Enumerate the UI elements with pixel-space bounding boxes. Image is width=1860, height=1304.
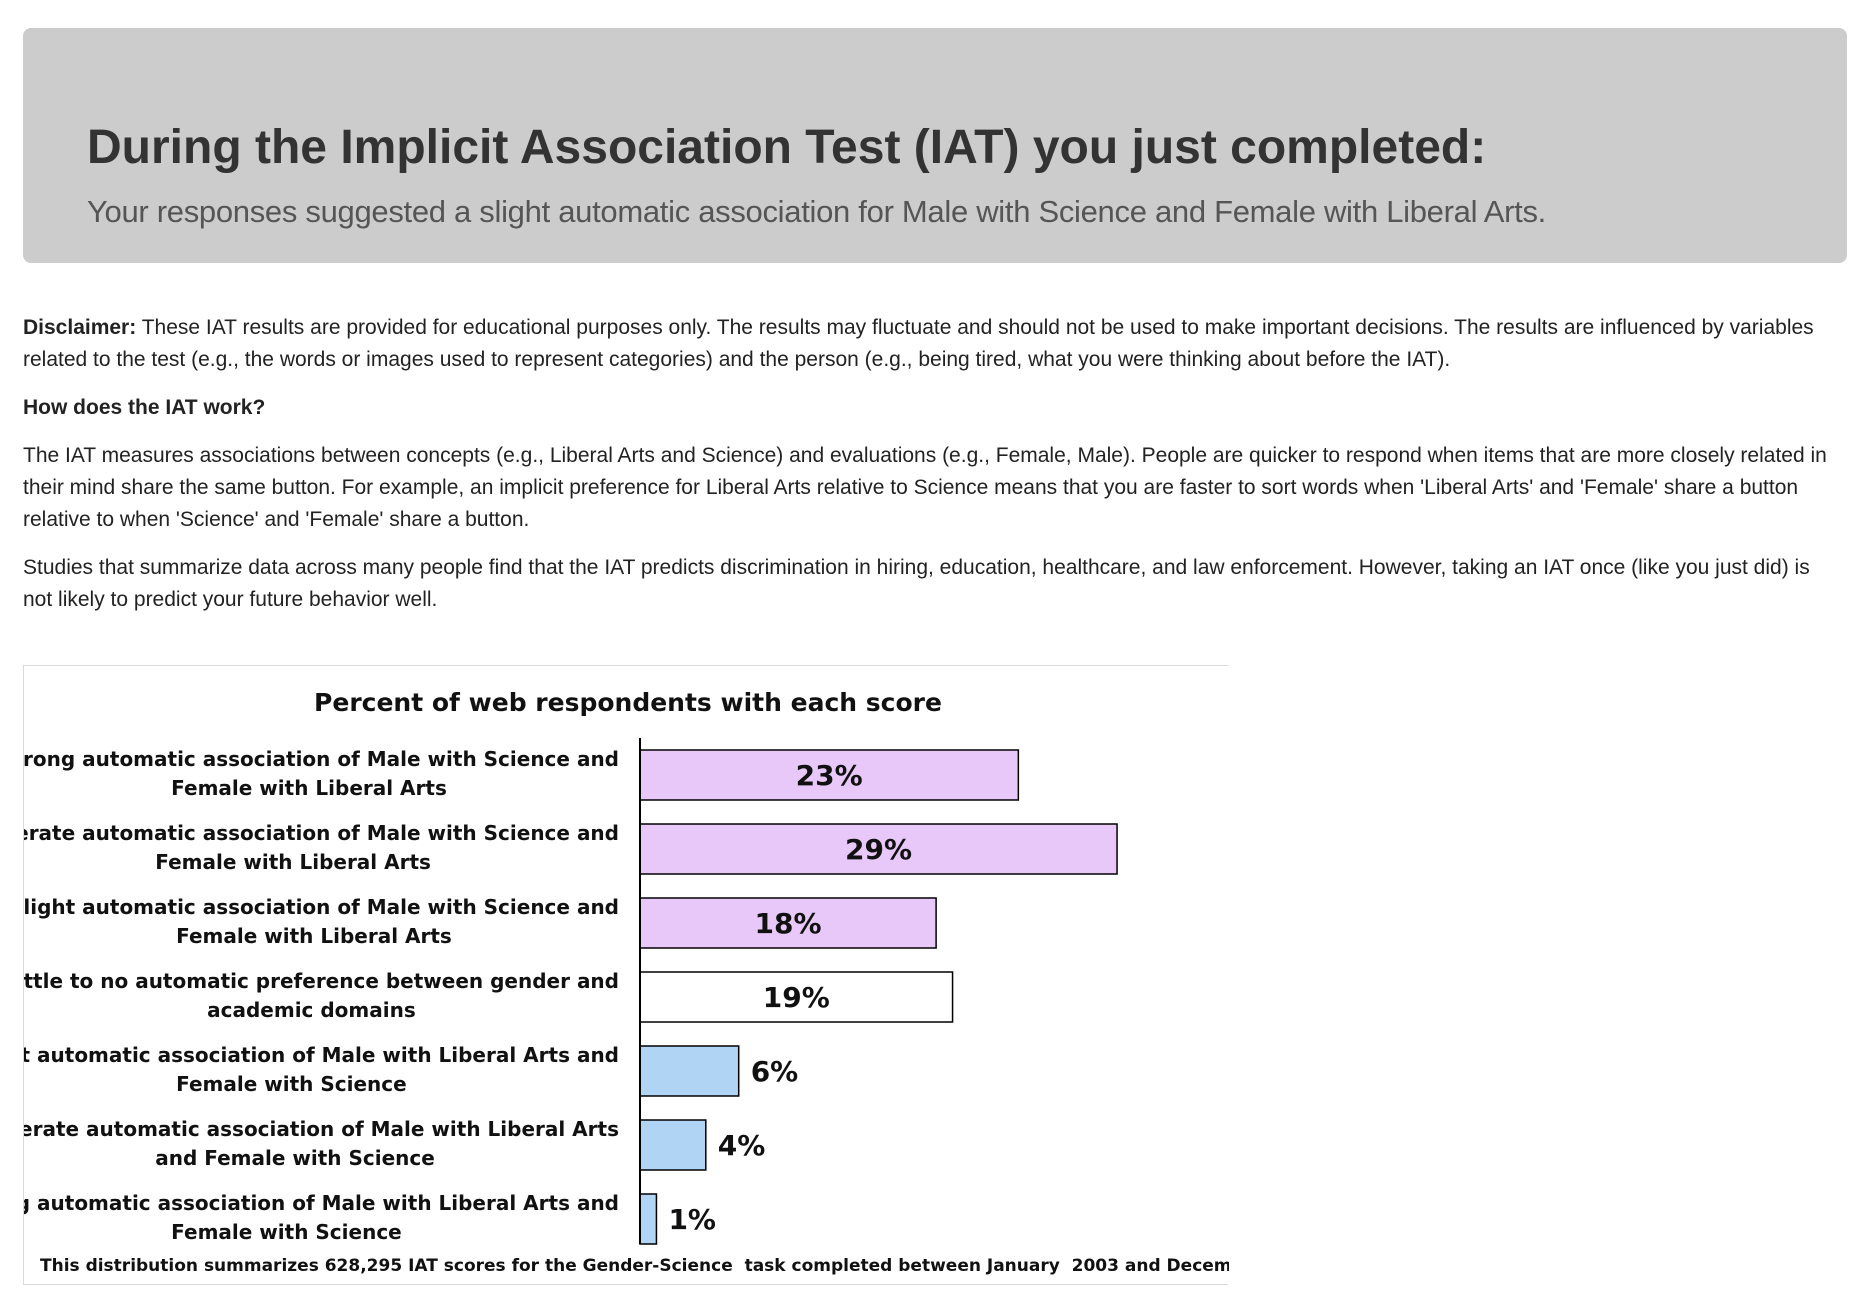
category-label: Little to no automatic preference betwee… [24,969,619,993]
category-label: Female with Liberal Arts [176,924,452,948]
bars-group: 23% Strong automatic association of Male … [24,747,1118,1245]
category-label: Slight automatic association of Male wit… [24,895,619,919]
explanation-section: Disclaimer: These IAT results are provid… [23,312,1843,632]
category-label: Female with Liberal Arts [155,850,431,874]
category-label: and Female with Science [155,1146,435,1170]
bar-1 [639,749,1020,801]
bar-value-label: 18% [755,907,822,940]
bar-7 [639,1193,658,1245]
bar-value-label: 23% [796,759,863,792]
category-label: Strong automatic association of Male wit… [24,1191,619,1215]
result-summary: Your responses suggested a slight automa… [87,194,1546,229]
bar-value-label: 19% [763,981,830,1014]
bar-4 [639,971,954,1023]
bar-value-label: 4% [718,1129,766,1162]
how-it-works-paragraph-1: The IAT measures associations between co… [23,444,1827,531]
bar-2 [639,823,1118,875]
category-label: Female with Liberal Arts [171,776,447,800]
bar-3 [639,897,937,949]
bar-value-label: 6% [751,1055,799,1088]
result-banner: During the Implicit Association Test (IA… [23,28,1847,263]
category-label: Female with Science [171,1220,402,1244]
category-label: Moderate automatic association of Male w… [24,821,619,845]
bar-value-label: 29% [845,833,912,866]
category-label: Female with Science [176,1072,407,1096]
disclaimer-paragraph: Disclaimer: These IAT results are provid… [23,312,1843,376]
chart-footnote: This distribution summarizes 628,295 IAT… [40,1256,1229,1276]
chart-title: Percent of web respondents with each sco… [314,688,942,717]
how-it-works-heading: How does the IAT work? [23,396,266,419]
how-it-works-paragraph-2: Studies that summarize data across many … [23,556,1810,611]
category-label: Moderate automatic association of Male w… [24,1117,619,1141]
bar-6 [639,1119,707,1171]
page-title: During the Implicit Association Test (IA… [87,121,1487,174]
chart-svg: Percent of web respondents with each sco… [24,688,1229,1276]
category-label: academic domains [207,998,416,1022]
bar-value-label: 1% [668,1203,716,1236]
score-distribution-chart: Percent of web respondents with each sco… [23,665,1229,1285]
disclaimer-label: Disclaimer: [23,316,137,339]
category-label: Strong automatic association of Male wit… [24,747,619,771]
bar-5 [639,1045,740,1097]
category-label: Slight automatic association of Male wit… [24,1043,619,1067]
disclaimer-text: These IAT results are provided for educa… [23,316,1814,371]
